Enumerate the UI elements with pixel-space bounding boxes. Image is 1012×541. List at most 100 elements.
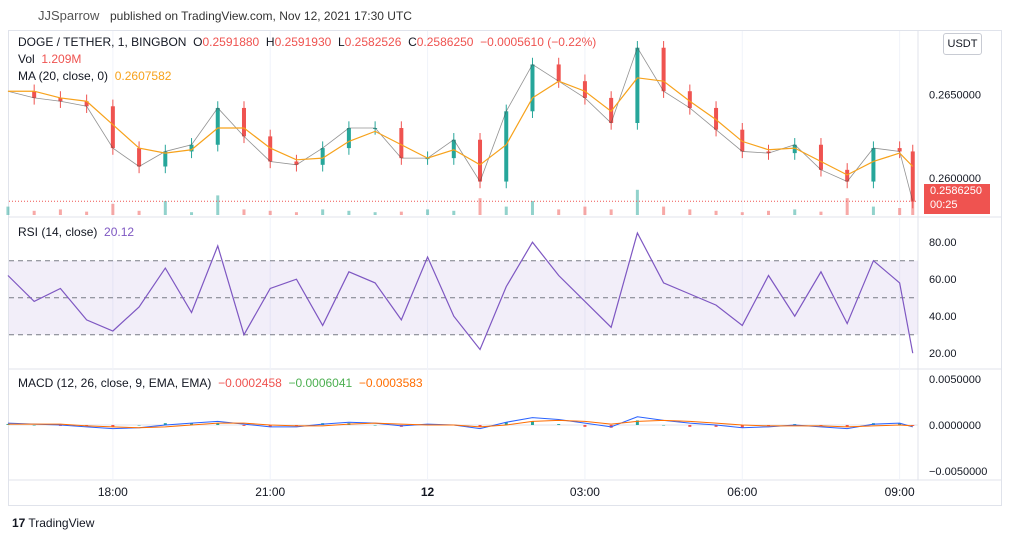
volume-bar <box>635 189 639 215</box>
candle-body <box>320 148 325 165</box>
macd-histogram-bar <box>268 425 272 427</box>
volume-value: 1.209M <box>41 52 82 66</box>
rsi-tick-label: 40.00 <box>929 311 957 323</box>
candle-body <box>346 128 351 149</box>
macd-histogram-bar <box>583 425 587 427</box>
candle-body <box>215 107 220 145</box>
candle-body <box>294 161 299 165</box>
volume-bar <box>32 210 36 215</box>
countdown-timer: 00:25 <box>930 199 958 211</box>
candle-body <box>871 148 876 182</box>
candle-body <box>32 91 37 98</box>
candle-body <box>766 151 771 154</box>
volume-label: Vol <box>18 52 35 66</box>
time-tick-label: 12 <box>421 485 435 499</box>
volume-bar <box>478 198 482 215</box>
price-tick-label: 0.2650000 <box>929 90 981 102</box>
volume-bar <box>688 209 692 215</box>
currency-button[interactable]: USDT <box>943 33 982 55</box>
candle-body <box>740 129 745 152</box>
candle-body <box>556 64 561 82</box>
macd-histogram-bar <box>478 425 482 427</box>
volume-legend: Vol 1.209M <box>18 52 81 66</box>
candle-body <box>897 148 902 152</box>
macd-histogram-bar <box>898 423 902 425</box>
symbol-title[interactable]: DOGE / TETHER, 1, BINGBON <box>18 35 187 49</box>
candle-body <box>110 106 115 149</box>
close-value: 0.2586250 <box>416 35 474 49</box>
ohlc-legend: DOGE / TETHER, 1, BINGBON O0.2591880 H0.… <box>18 35 596 49</box>
volume-bar <box>58 209 62 215</box>
macd-histogram-bar <box>740 425 744 428</box>
tradingview-logo[interactable]: 17 TradingView <box>12 516 94 530</box>
volume-bar <box>871 206 875 215</box>
volume-bar <box>845 198 849 215</box>
macd-histogram-bar <box>163 423 167 425</box>
candle-body <box>714 107 719 130</box>
candle-body <box>137 148 142 167</box>
publish-header: JJSparrow published on TradingView.com, … <box>0 0 1012 30</box>
last-price-tag: 0.2586250 00:25 <box>924 184 990 214</box>
rsi-value: 20.12 <box>104 225 135 239</box>
rsi-tick-label: 20.00 <box>929 348 957 360</box>
candle-body <box>635 47 640 123</box>
last-price-value: 0.2586250 <box>930 185 982 197</box>
open-label: O <box>193 35 203 49</box>
volume-bar <box>6 206 10 215</box>
macd-histogram-bar <box>557 424 561 425</box>
macd-histogram-bar <box>373 425 377 426</box>
rsi-tick-label: 60.00 <box>929 274 957 286</box>
candle-body <box>792 144 797 154</box>
macd-histogram-bar <box>714 425 718 427</box>
candle-body <box>687 91 692 108</box>
macd-histogram-bar <box>635 420 639 425</box>
macd-histogram-bar <box>530 421 534 425</box>
volume-bar <box>347 210 351 215</box>
time-tick-label: 03:00 <box>570 485 600 499</box>
macd-label: MACD (12, 26, close, 9, EMA, EMA) <box>18 376 212 390</box>
volume-bar <box>426 209 430 215</box>
candle-body <box>504 111 509 182</box>
rsi-legend: RSI (14, close) 20.12 <box>18 225 134 239</box>
volume-bar <box>190 212 194 215</box>
macd-line <box>7 416 913 430</box>
volume-bar <box>85 211 89 215</box>
macd-histogram-bar <box>662 425 666 426</box>
volume-bar <box>373 212 377 215</box>
macd-tick-label: 0.0050000 <box>929 374 981 386</box>
volume-bar <box>242 209 246 215</box>
ma-legend: MA (20, close, 0) 0.2607582 <box>18 69 171 83</box>
macd-histogram-bar <box>504 422 508 425</box>
rsi-line <box>7 231 914 354</box>
chart-frame <box>8 30 1002 506</box>
rsi-label: RSI (14, close) <box>18 225 98 239</box>
macd-histogram-bar <box>845 425 849 427</box>
volume-bar <box>530 201 534 215</box>
tradingview-brand: TradingView <box>28 516 95 530</box>
macd-tick-label: −0.0050000 <box>929 466 987 478</box>
volume-bar <box>740 212 744 215</box>
volume-bar <box>662 206 666 215</box>
candle-body <box>530 64 535 112</box>
macd-histogram-bar <box>111 425 115 427</box>
candle-body <box>241 107 246 137</box>
high-value: 0.2591930 <box>274 35 332 49</box>
candle-body <box>58 97 63 102</box>
candle-body <box>910 151 915 202</box>
candle-body <box>399 128 404 159</box>
candle-body <box>163 151 168 167</box>
volume-bar <box>767 210 771 215</box>
candle-body <box>582 81 587 98</box>
ma-line <box>7 77 914 176</box>
volume-bar <box>294 212 298 215</box>
candle-body <box>661 47 666 92</box>
candle-body <box>268 136 273 162</box>
candle-body <box>451 139 456 159</box>
macd-histogram-bar <box>190 423 194 425</box>
author-name[interactable]: JJSparrow <box>38 8 100 23</box>
macd-histogram-bar <box>688 425 692 427</box>
volume-bar <box>268 210 272 215</box>
macd-histogram-bar <box>242 425 246 426</box>
volume-bar <box>609 209 613 215</box>
